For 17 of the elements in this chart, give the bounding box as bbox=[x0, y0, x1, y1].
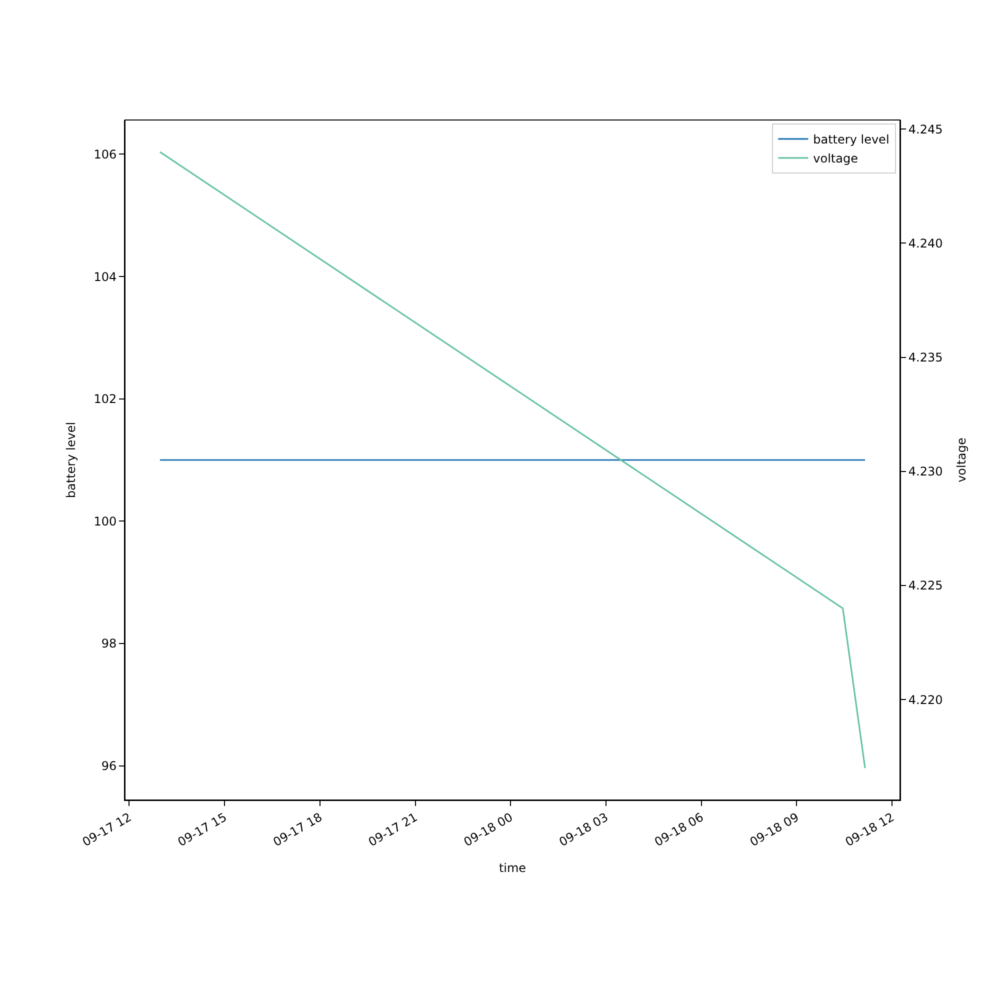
y-tick-label: 98 bbox=[101, 636, 117, 651]
y2-tick-label: 4.225 bbox=[908, 578, 943, 593]
y-tick-label: 104 bbox=[94, 270, 117, 284]
legend-label: voltage bbox=[813, 152, 858, 166]
y-tick-label: 100 bbox=[94, 514, 117, 528]
y2-tick-label: 4.230 bbox=[908, 464, 943, 479]
y-tick-label: 106 bbox=[94, 147, 117, 162]
y-tick-label: 96 bbox=[101, 758, 117, 773]
y2-tick-label: 4.240 bbox=[908, 236, 943, 250]
y2-tick-label: 4.245 bbox=[908, 122, 943, 136]
y-tick-label: 102 bbox=[94, 392, 117, 406]
y2-tick-label: 4.220 bbox=[908, 692, 943, 707]
x-axis-title: time bbox=[498, 861, 526, 876]
y2-axis-title: voltage bbox=[954, 438, 969, 482]
legend-label: battery level bbox=[813, 132, 890, 147]
y2-tick-label: 4.235 bbox=[908, 350, 943, 365]
y-axis-title: battery level bbox=[64, 422, 78, 498]
